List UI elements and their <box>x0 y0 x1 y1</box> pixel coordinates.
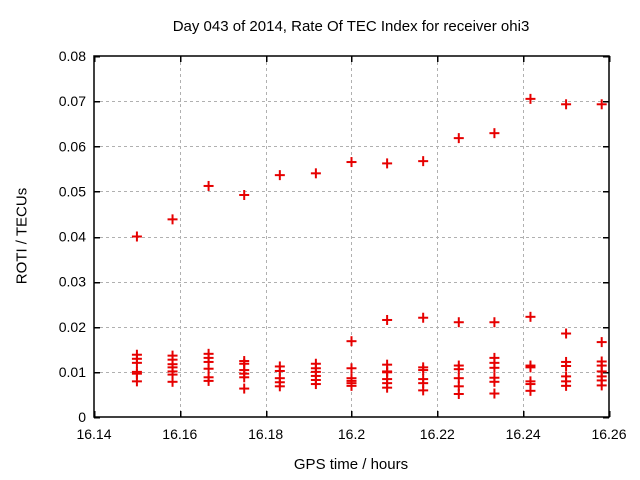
data-point <box>453 133 464 144</box>
data-point <box>131 376 142 387</box>
data-point <box>203 180 214 191</box>
data-point <box>596 337 607 348</box>
data-point <box>418 312 429 323</box>
data-point <box>525 93 536 104</box>
data-point <box>310 379 321 390</box>
data-point <box>561 99 572 110</box>
data-point <box>203 363 214 374</box>
data-points <box>131 93 607 399</box>
y-tick-label: 0.07 <box>59 93 86 109</box>
grid-lines <box>94 56 609 417</box>
y-tick-label: 0.03 <box>59 274 86 290</box>
data-point <box>418 365 429 376</box>
data-point <box>239 189 250 200</box>
y-tick-label: 0.06 <box>59 138 86 154</box>
data-point <box>382 158 393 169</box>
data-point <box>596 380 607 391</box>
y-tick-labels: 0 0.01 0.02 0.03 0.04 0.05 0.06 0.07 0.08 <box>59 48 86 425</box>
data-point <box>346 380 357 391</box>
y-tick-label: 0.01 <box>59 364 86 380</box>
x-tick-label: 16.26 <box>591 426 626 442</box>
data-point <box>489 362 500 373</box>
y-tick-label: 0.04 <box>59 229 86 245</box>
data-point <box>131 231 142 242</box>
x-tick-labels: 16.14 16.16 16.18 16.2 16.22 16.24 16.26 <box>76 426 626 442</box>
data-point <box>274 381 285 392</box>
chart-title: Day 043 of 2014, Rate Of TEC Index for r… <box>172 18 530 35</box>
data-point <box>346 336 357 347</box>
data-point <box>596 99 607 110</box>
data-point <box>525 311 536 322</box>
data-point <box>561 361 572 372</box>
data-point <box>489 128 500 139</box>
x-tick-label: 16.22 <box>420 426 455 442</box>
x-tick-label: 16.14 <box>76 426 111 442</box>
y-tick-label: 0.08 <box>59 48 86 64</box>
data-point <box>453 317 464 328</box>
data-point <box>203 375 214 386</box>
data-point <box>489 388 500 399</box>
x-tick-label: 16.18 <box>248 426 283 442</box>
data-point <box>239 383 250 394</box>
data-point <box>525 385 536 396</box>
data-point <box>489 376 500 387</box>
data-point <box>489 317 500 328</box>
x-tick-label: 16.2 <box>338 426 365 442</box>
data-point <box>131 357 142 368</box>
data-point <box>561 328 572 339</box>
data-point <box>346 157 357 168</box>
data-point <box>453 364 464 375</box>
data-point <box>239 372 250 383</box>
x-tick-label: 16.24 <box>506 426 541 442</box>
x-tick-label: 16.16 <box>162 426 197 442</box>
axis-ticks <box>93 55 611 419</box>
data-point <box>561 380 572 391</box>
y-tick-label: 0 <box>78 409 86 425</box>
data-point <box>167 376 178 387</box>
y-tick-label: 0.05 <box>59 183 86 199</box>
data-point <box>167 214 178 225</box>
data-point <box>525 362 536 373</box>
data-point <box>346 363 357 374</box>
data-point <box>418 156 429 167</box>
x-axis-label: GPS time / hours <box>293 456 409 473</box>
data-point <box>453 388 464 399</box>
data-point <box>310 168 321 179</box>
data-point <box>418 385 429 396</box>
data-point <box>382 382 393 393</box>
data-point <box>382 314 393 325</box>
data-point <box>274 170 285 181</box>
y-tick-label: 0.02 <box>59 319 86 335</box>
